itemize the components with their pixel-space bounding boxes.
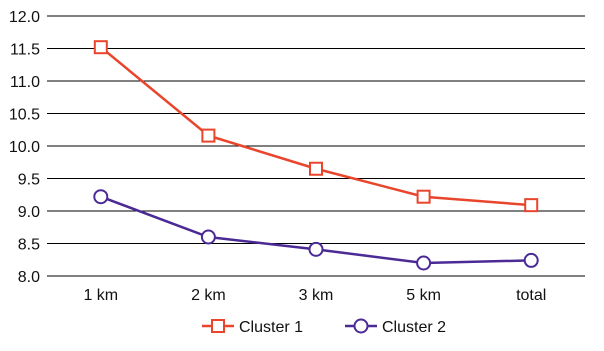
legend-marker: [353, 318, 369, 334]
data-point: [524, 198, 539, 213]
data-point: [201, 128, 216, 143]
y-tick-label: 10.5: [9, 107, 40, 124]
series-cluster-1: [93, 40, 539, 213]
y-tick-label: 8.0: [18, 269, 40, 286]
x-tick-label: total: [516, 287, 546, 304]
data-point: [309, 161, 323, 176]
data-series: [93, 40, 539, 271]
data-point: [93, 189, 109, 205]
x-tick-label: 1 km: [83, 287, 118, 304]
legend-item: Cluster 1: [202, 319, 303, 336]
x-tick-label: 3 km: [299, 287, 334, 304]
legend-marker: [211, 319, 225, 333]
legend-label: Cluster 1: [239, 319, 303, 336]
y-tick-label: 12.0: [9, 9, 40, 26]
series-cluster-2: [93, 189, 539, 271]
y-tick-label: 11.0: [10, 74, 40, 91]
y-axis-tick-labels: 8.0 8.5 9.0 9.5 10.0 10.5 11.0 11.5 12.0: [9, 9, 40, 286]
gridlines: [47, 15, 585, 277]
y-tick-label: 11.5: [10, 42, 40, 59]
data-point: [200, 229, 216, 245]
data-point: [308, 241, 324, 257]
y-tick-label: 8.5: [18, 237, 40, 254]
x-axis-tick-labels: 1 km 2 km 3 km 5 km total: [83, 287, 546, 304]
legend-label: Cluster 2: [382, 319, 446, 336]
x-tick-label: 5 km: [406, 287, 441, 304]
series-line: [100, 46, 532, 207]
y-tick-label: 9.0: [18, 204, 40, 221]
data-point: [93, 40, 108, 55]
data-point: [523, 252, 539, 268]
data-point: [416, 255, 432, 271]
y-tick-label: 10.0: [9, 139, 40, 156]
x-tick-label: 2 km: [191, 287, 226, 304]
legend-item: Cluster 2: [345, 318, 446, 336]
data-point: [416, 189, 431, 204]
legend: Cluster 1 Cluster 2: [202, 318, 446, 336]
y-tick-label: 9.5: [18, 172, 40, 189]
